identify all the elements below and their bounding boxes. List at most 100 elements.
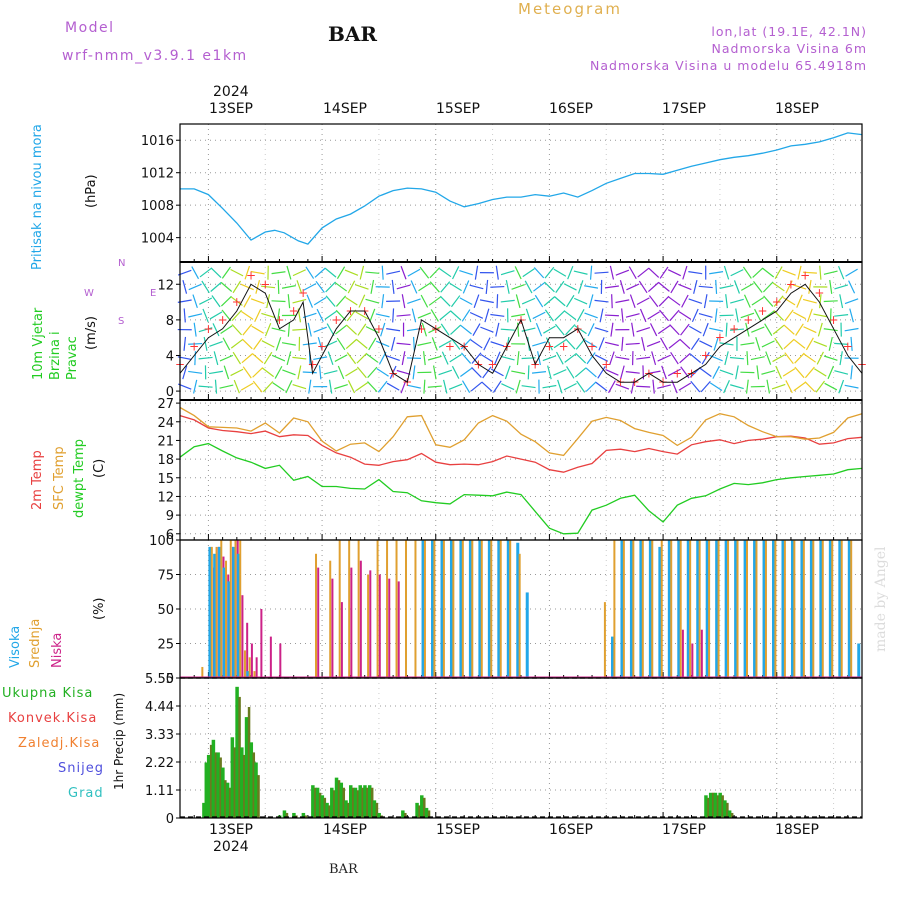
- wind-arrow: [492, 380, 502, 393]
- wind-arrow: [544, 309, 554, 322]
- wind-arrow: [577, 280, 584, 294]
- precip-convective-bar: [252, 752, 256, 818]
- precip-convective-bar: [337, 780, 341, 818]
- cloud-bar-niska: [681, 629, 684, 678]
- wind-arrow: [621, 336, 624, 351]
- pressure-series-0: [180, 132, 863, 245]
- wind-arrow: [202, 308, 209, 323]
- wind-arrow: [670, 280, 679, 294]
- cloud-bar-srednja: [509, 540, 512, 678]
- cloud-bar-niska: [260, 609, 263, 678]
- wind-arrow: [839, 294, 844, 309]
- precip-convective-bar: [404, 812, 407, 818]
- cloud-bar-srednja: [812, 540, 815, 678]
- wind-arrow: [430, 309, 439, 322]
- wind-arrow: [347, 280, 356, 294]
- wind-arrow: [264, 322, 272, 337]
- legend-snow: Snijeg: [58, 761, 104, 776]
- wind-arrow: [745, 379, 749, 394]
- wind-arrow: [610, 322, 614, 337]
- cloud-bar-niska: [369, 570, 372, 678]
- wind-arrow: [754, 308, 762, 322]
- wind-arrow: [420, 294, 429, 308]
- wind-arrow: [490, 368, 504, 377]
- cloud-bar-visoka: [468, 540, 472, 678]
- wind-arrow: [588, 294, 594, 309]
- wind-arrow: [286, 351, 292, 366]
- wind-arrow: [262, 367, 275, 378]
- wind-arrow: [438, 369, 453, 376]
- wind-arrow: [485, 279, 489, 294]
- compass-south: S: [118, 316, 125, 327]
- wind-arrow: [209, 340, 223, 347]
- cloud-bar-srednja: [433, 540, 436, 678]
- wind-arrow: [192, 294, 198, 309]
- cloud-bar-visoka: [781, 540, 785, 678]
- wind-arrow: [423, 379, 426, 394]
- wind-arrow: [495, 265, 499, 280]
- precip-convective-bar: [314, 787, 317, 818]
- wind-arrow: [334, 383, 348, 390]
- cloud-bar-visoka: [648, 540, 652, 678]
- cloud-bar-visoka: [800, 540, 804, 678]
- wind-arrow: [772, 282, 785, 292]
- cloud-bar-srednja: [414, 540, 417, 678]
- wind-arrow: [490, 313, 505, 317]
- wind-arrow: [532, 341, 546, 347]
- wind-arrow: [750, 356, 765, 361]
- cloud-bar-visoka: [734, 540, 738, 678]
- wind-arrow: [461, 309, 471, 322]
- cloud-bar-srednja: [442, 540, 445, 678]
- wind-arrow: [544, 266, 555, 279]
- cloud-bar-visoka: [213, 553, 217, 678]
- wind-speed-line: [179, 283, 863, 383]
- wind-arrow: [690, 380, 701, 393]
- cloud-bar-visoka: [227, 581, 231, 678]
- cloud-bar-srednja: [698, 540, 701, 678]
- cloud-bar-srednja: [641, 540, 644, 678]
- wind-arrow: [276, 308, 281, 323]
- cloud-bar-srednja: [471, 540, 474, 678]
- wind-arrow: [553, 339, 566, 349]
- wind-arrow: [636, 385, 651, 388]
- wind-arrow: [250, 298, 265, 305]
- wind-arrow: [346, 352, 357, 365]
- wind-arrow: [495, 322, 500, 337]
- precip-convective-bar: [711, 792, 715, 818]
- cloud-bar-srednja: [802, 540, 805, 678]
- precip-convective-bar: [228, 787, 232, 818]
- wind-arrow: [761, 369, 776, 375]
- wind-arrow: [594, 299, 609, 303]
- wind-arrow: [553, 268, 567, 277]
- wind-arrow: [219, 384, 234, 389]
- wind-arrow: [182, 280, 188, 294]
- wind-arrow: [669, 324, 680, 336]
- wind-arrow: [730, 269, 744, 277]
- cloud-bar-visoka: [620, 540, 624, 678]
- wind-arrow: [286, 265, 292, 280]
- cloud-bar-visoka: [478, 540, 482, 678]
- wind-arrow: [262, 381, 274, 393]
- wind-arrow: [375, 313, 390, 318]
- precip-frame: [179, 677, 863, 819]
- wind-arrow: [850, 365, 853, 380]
- wind-arrow: [251, 353, 264, 364]
- wind-arrow: [814, 368, 827, 377]
- wind-arrow: [804, 381, 816, 393]
- wind-arrow: [678, 283, 692, 291]
- wind-arrow: [771, 383, 786, 390]
- wind-obs-point: +: [772, 295, 782, 309]
- wind-arrow: [834, 284, 849, 290]
- wind-arrow: [575, 352, 587, 364]
- wind-arrow: [604, 285, 619, 289]
- wind-arrow: [407, 268, 421, 277]
- wind-arrow: [461, 380, 471, 393]
- precip-convective-bar: [224, 780, 227, 818]
- y-tick-label: 4.44: [145, 700, 174, 715]
- wind-arrow: [698, 312, 713, 318]
- wind-arrow: [428, 326, 442, 334]
- wind-arrow: [730, 298, 744, 304]
- wind-arrow: [210, 281, 222, 292]
- wind-arrow: [637, 267, 650, 278]
- precip-total-bar: [349, 785, 353, 818]
